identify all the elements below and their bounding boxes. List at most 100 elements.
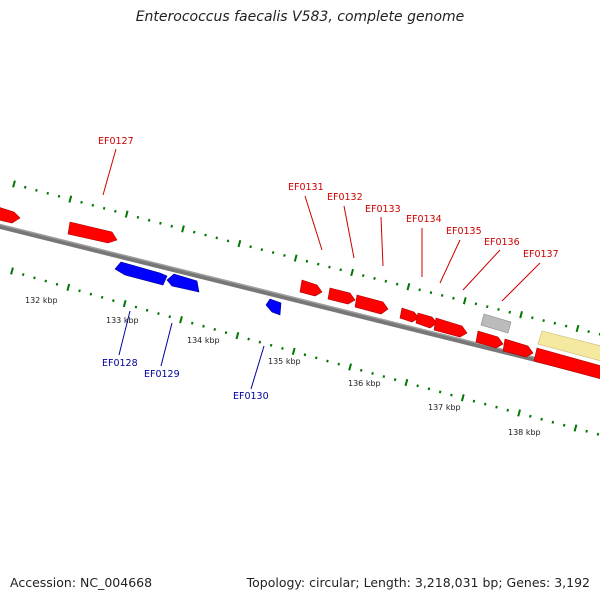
inner-minor-tick bbox=[438, 390, 442, 394]
gene-ef0137[interactable] bbox=[502, 338, 534, 358]
inner-minor-tick bbox=[551, 420, 555, 424]
outer-minor-tick bbox=[418, 288, 421, 292]
inner-minor-tick bbox=[145, 308, 149, 312]
feature-gray[interactable] bbox=[480, 313, 512, 334]
outer-minor-tick bbox=[283, 253, 286, 257]
outer-minor-tick bbox=[305, 259, 309, 263]
outer-major-tick bbox=[293, 254, 298, 262]
inner-major-tick bbox=[235, 331, 240, 340]
leader-ef0128 bbox=[118, 310, 131, 356]
label-ef0135[interactable]: EF0135 bbox=[446, 226, 482, 237]
leader-ef0131 bbox=[304, 195, 323, 251]
outer-major-tick bbox=[237, 239, 242, 248]
label-ef0133[interactable]: EF0133 bbox=[365, 204, 401, 215]
inner-minor-tick bbox=[224, 331, 228, 335]
outer-major-tick bbox=[575, 324, 580, 333]
inner-minor-tick bbox=[190, 321, 194, 325]
leader-ef0137 bbox=[501, 262, 541, 302]
leader-ef0132 bbox=[343, 205, 355, 259]
label-ef0134[interactable]: EF0134 bbox=[406, 214, 442, 225]
map-title: Enterococcus faecalis V583, complete gen… bbox=[135, 9, 465, 25]
gene-ef0136[interactable] bbox=[475, 330, 504, 349]
outer-minor-tick bbox=[226, 239, 230, 243]
outer-major-tick bbox=[68, 195, 73, 203]
outer-major-tick bbox=[350, 268, 354, 277]
inner-minor-tick bbox=[450, 393, 453, 397]
label-ef0129[interactable]: EF0129 bbox=[144, 369, 180, 380]
outer-minor-tick bbox=[361, 274, 365, 278]
outer-minor-tick bbox=[395, 282, 399, 286]
gene-forward-0[interactable] bbox=[0, 206, 21, 224]
inner-minor-tick bbox=[33, 276, 36, 280]
outer-minor-tick bbox=[316, 262, 320, 266]
outer-minor-tick bbox=[271, 251, 275, 255]
outer-minor-tick bbox=[260, 248, 264, 252]
gene-ef0129[interactable] bbox=[166, 273, 200, 293]
outer-minor-tick bbox=[542, 319, 545, 323]
inner-major-tick bbox=[573, 424, 578, 432]
outer-minor-tick bbox=[339, 268, 343, 272]
kbp-label-135: 135 kbp bbox=[268, 357, 301, 366]
outer-minor-tick bbox=[531, 316, 534, 320]
gene-ef0132[interactable] bbox=[327, 287, 356, 305]
kbp-label-136: 136 kbp bbox=[348, 379, 381, 388]
outer-minor-tick bbox=[249, 245, 252, 249]
inner-minor-tick bbox=[540, 417, 543, 421]
inner-minor-tick bbox=[157, 312, 160, 316]
gene-ef0135-b[interactable] bbox=[433, 317, 468, 338]
outer-minor-tick bbox=[215, 236, 219, 240]
outer-minor-tick bbox=[57, 194, 61, 198]
inner-minor-tick bbox=[55, 282, 59, 286]
label-ef0128[interactable]: EF0128 bbox=[102, 358, 138, 369]
label-ef0137[interactable]: EF0137 bbox=[523, 249, 559, 260]
leader-ef0127 bbox=[102, 148, 117, 196]
inner-minor-tick bbox=[585, 429, 588, 433]
inner-minor-tick bbox=[472, 399, 476, 403]
outer-tick-row bbox=[12, 180, 600, 336]
outer-minor-tick bbox=[384, 279, 388, 283]
gene-ef0134[interactable] bbox=[399, 307, 420, 323]
inner-minor-tick bbox=[359, 368, 363, 372]
kbp-label-132: 132 kbp bbox=[25, 296, 58, 305]
outer-major-tick bbox=[462, 297, 467, 305]
gene-ef0135-a[interactable] bbox=[415, 312, 438, 329]
gene-ef0127[interactable] bbox=[67, 221, 118, 244]
inner-minor-tick bbox=[393, 378, 397, 382]
feature-yellow[interactable] bbox=[537, 330, 600, 362]
kbp-label-134: 134 kbp bbox=[187, 336, 220, 345]
inner-minor-tick bbox=[337, 362, 341, 366]
label-ef0132[interactable]: EF0132 bbox=[327, 192, 363, 203]
inner-major-tick bbox=[404, 378, 409, 387]
inner-minor-tick bbox=[495, 405, 498, 409]
outer-minor-tick bbox=[46, 191, 50, 195]
inner-major-tick bbox=[179, 316, 183, 324]
inner-minor-tick bbox=[529, 414, 532, 418]
gene-ef0131[interactable] bbox=[299, 279, 323, 297]
inner-minor-tick bbox=[213, 327, 217, 331]
inner-major-tick bbox=[460, 394, 465, 402]
inner-minor-tick bbox=[483, 402, 487, 406]
gene-forward-last[interactable] bbox=[533, 347, 600, 380]
outer-minor-tick bbox=[102, 206, 106, 210]
label-ef0127[interactable]: EF0127 bbox=[98, 136, 134, 147]
gene-ef0128[interactable] bbox=[114, 261, 168, 286]
label-ef0130[interactable]: EF0130 bbox=[233, 391, 269, 402]
outer-minor-tick bbox=[497, 307, 500, 311]
outer-minor-tick bbox=[474, 302, 478, 306]
inner-minor-tick bbox=[596, 432, 600, 436]
inner-minor-tick bbox=[269, 343, 273, 347]
gene-ef0130[interactable] bbox=[265, 298, 282, 316]
outer-minor-tick bbox=[373, 276, 376, 280]
label-ef0136[interactable]: EF0136 bbox=[484, 237, 520, 248]
gene-ef0133[interactable] bbox=[354, 294, 389, 315]
outer-minor-tick bbox=[170, 224, 174, 228]
label-ef0131[interactable]: EF0131 bbox=[288, 182, 324, 193]
inner-minor-tick bbox=[326, 359, 329, 363]
outer-minor-tick bbox=[204, 233, 207, 237]
inner-minor-tick bbox=[562, 423, 566, 427]
outer-minor-tick bbox=[23, 185, 27, 189]
kbp-label-133: 133 kbp bbox=[106, 316, 139, 325]
leader-ef0136 bbox=[462, 249, 501, 291]
kbp-label-138: 138 kbp bbox=[508, 428, 541, 437]
